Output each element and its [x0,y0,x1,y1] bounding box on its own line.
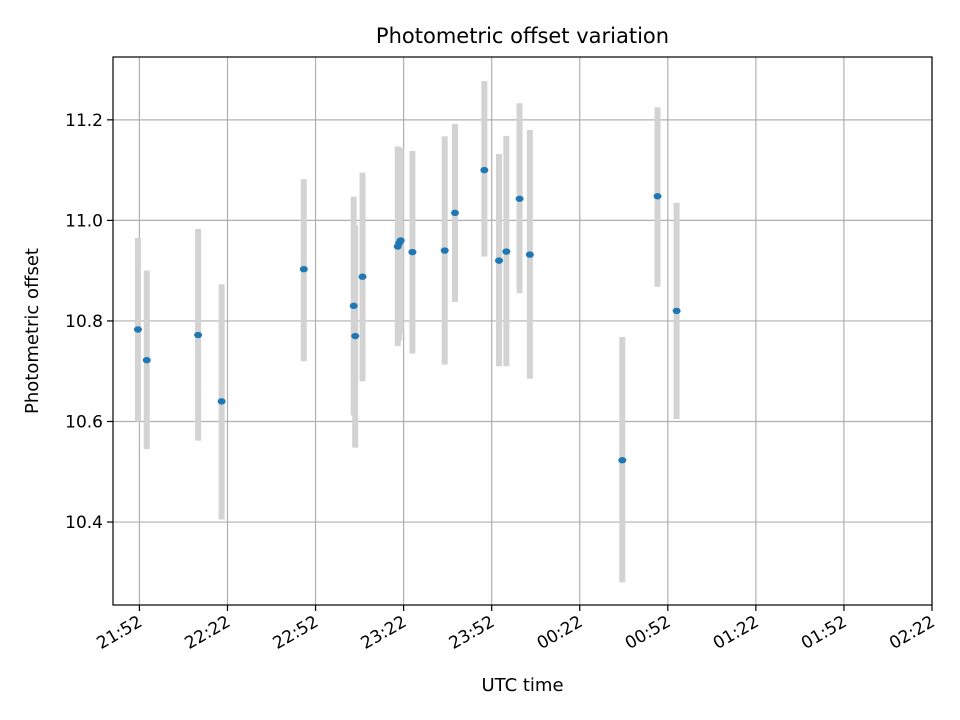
x-tick-label: 23:52 [446,612,498,654]
y-tick-label: 10.8 [65,312,103,332]
y-tick-label: 11.2 [65,111,103,131]
data-point [653,193,662,200]
data-point [495,257,504,264]
data-point [349,302,358,310]
x-tick-label: 01:22 [710,612,762,654]
data-points [133,166,681,464]
data-point [450,209,459,217]
y-axis-label: Photometric offset [22,248,43,414]
y-tick-label: 10.6 [65,412,103,432]
data-point [396,237,405,244]
data-point [142,356,151,364]
data-point [217,398,226,405]
data-point [351,332,360,340]
data-point [618,457,627,464]
data-point [672,307,681,315]
data-point [515,195,524,202]
data-point [440,247,449,254]
data-point [299,265,308,273]
data-point [408,248,417,256]
x-tick-label: 21:52 [93,612,145,654]
x-axis-label: UTC time [481,675,563,696]
x-tick-label: 01:52 [798,612,850,654]
data-point [502,248,511,255]
data-point [480,166,489,174]
error-bars [134,81,680,583]
plot-frame [112,56,933,606]
y-tick-label: 11.0 [65,211,103,231]
y-tick-label: 10.4 [65,513,103,533]
data-point [525,251,534,258]
x-tick-label: 22:52 [270,612,322,654]
x-tick-label: 00:22 [534,612,586,654]
chart-title: Photometric offset variation [376,24,669,48]
x-tick-label: 00:52 [622,612,674,654]
data-point [358,273,367,280]
data-point [133,326,142,333]
x-tick-label: 02:22 [886,612,938,654]
x-tick-label: 22:22 [182,612,234,654]
x-tick-label: 23:22 [358,612,410,654]
data-point [194,331,203,339]
